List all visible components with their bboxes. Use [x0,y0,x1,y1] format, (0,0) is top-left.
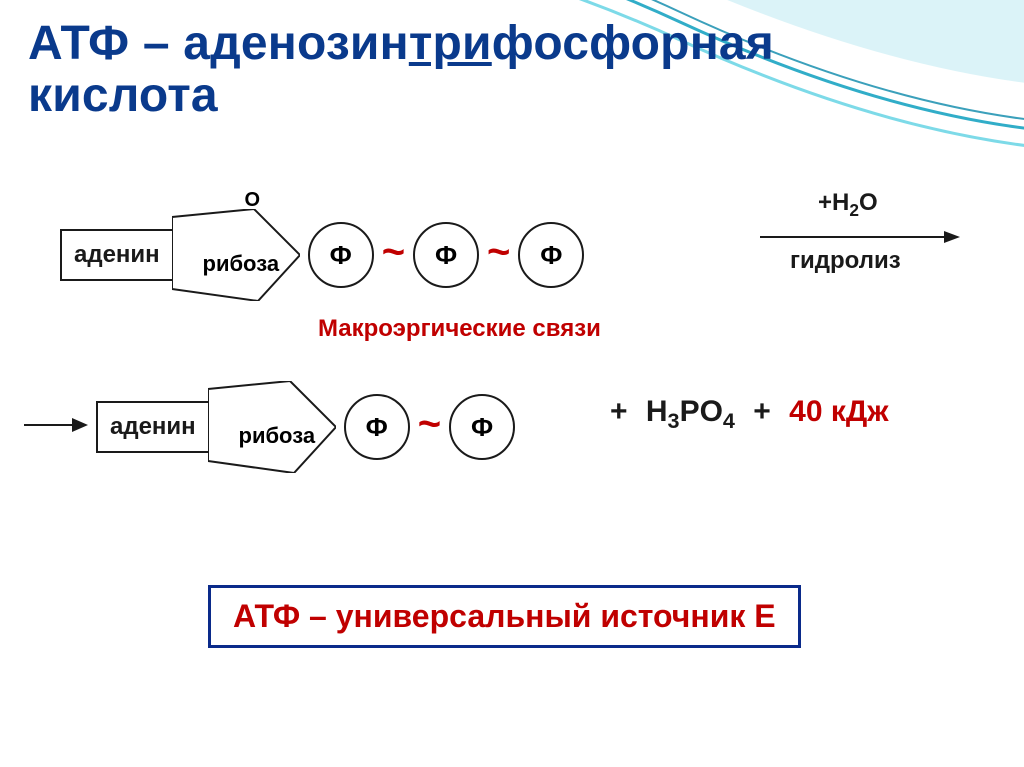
diagram-stage: аденин О рибоза Ф ~ Ф ~ Ф +H2O гидролиз … [0,185,1024,745]
ribose-label-1: рибоза [203,251,280,277]
adenine-box-1: аденин [60,229,174,281]
h2o-sub: 2 [849,200,859,220]
ribose-pentagon-2: рибоза [208,381,336,473]
h3po4-h: H [646,395,668,428]
adenine-box-2: аденин [96,401,210,453]
title-line1-prefix: АТФ – аденозин [28,17,409,70]
h3po4-sub2: 4 [723,408,735,433]
slide-title: АТФ – аденозинтрифосфорная кислота [28,18,774,122]
phosphate-2-1: Ф [344,394,410,460]
h3po4-po: PO [680,395,723,428]
continuation-arrow [24,413,88,442]
title-line2: кислота [28,70,774,122]
ribose-pentagon-1: О рибоза [172,209,300,301]
plus-2: + [753,395,771,428]
phosphate-1-2: Ф [413,222,479,288]
phosphate-2-2: Ф [449,394,515,460]
row-adp: аденин рибоза Ф ~ Ф [96,381,515,473]
plus-1: + [610,395,628,428]
h2o-label: +H2O [818,189,878,221]
title-tri: три [409,17,492,70]
products-text: + H3PO4 + 40 кДж [600,395,889,434]
atp-universal-box: АТФ – универсальный источник Е [208,585,801,648]
hydrolysis-label: гидролиз [790,247,901,275]
macro-bond-1: ~ [382,230,405,281]
row-atp: аденин О рибоза Ф ~ Ф ~ Ф [60,209,584,301]
energy-value: 40 кДж [789,395,888,428]
h2o-prefix: +H [818,189,849,216]
macro-bonds-label: Макроэргические связи [318,315,601,343]
h2o-suffix: O [859,189,878,216]
macro-bond-2: ~ [487,230,510,281]
macro-bond-3: ~ [418,402,441,453]
phosphate-1-1: Ф [308,222,374,288]
phosphate-1-3: Ф [518,222,584,288]
h3po4-sub1: 3 [668,408,680,433]
ribose-label-2: рибоза [239,423,316,449]
title-line1-suffix: фосфорная [492,17,774,70]
